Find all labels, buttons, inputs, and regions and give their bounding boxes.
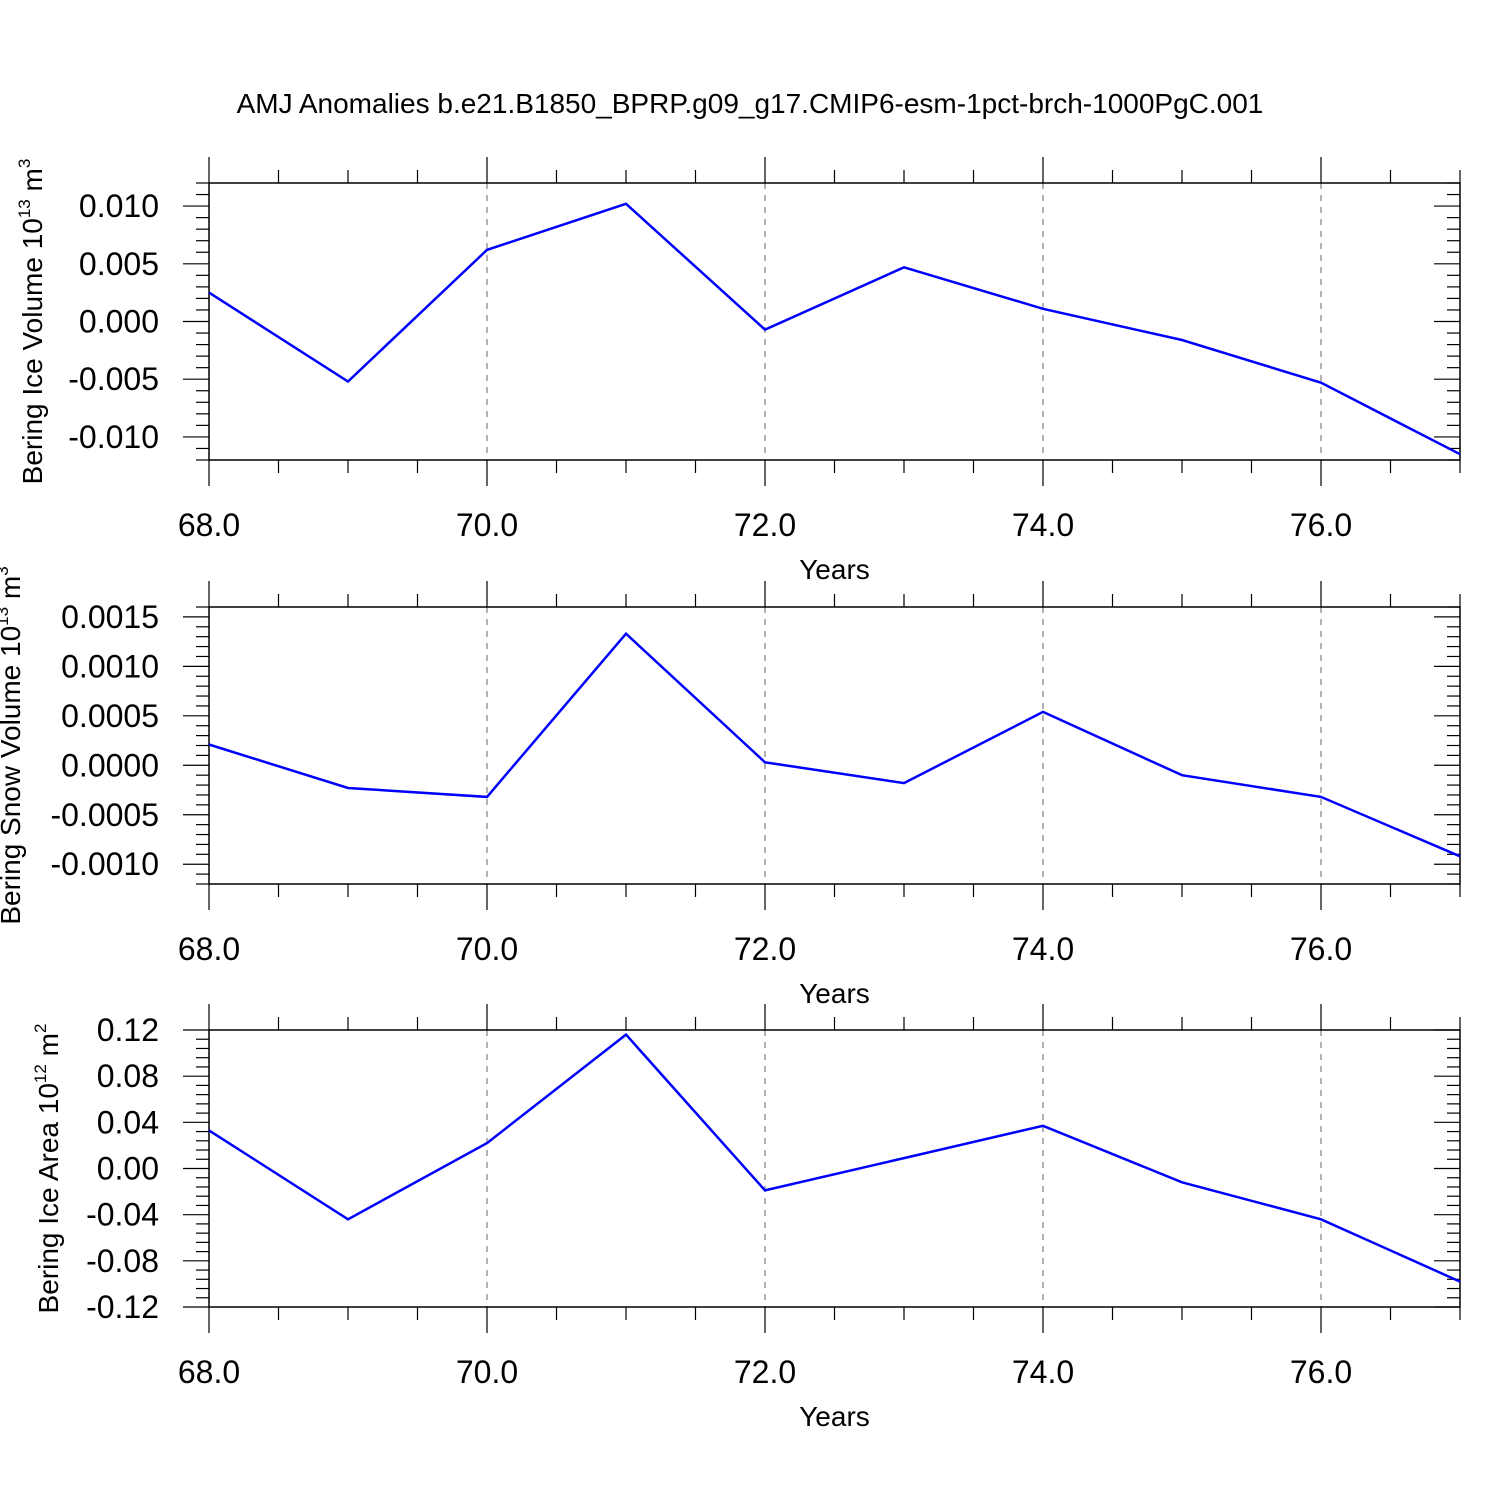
y-tick-label: 0.005 [79,246,159,282]
x-tick-label: 76.0 [1290,931,1352,967]
x-axis-title: Years [799,978,870,1009]
y-tick-label: -0.0010 [50,846,159,882]
series-line [208,202,1461,456]
y-axis-title: Bering Snow Volume 1013 m3 [0,566,26,924]
x-tick-label: 76.0 [1290,1354,1352,1390]
y-tick-label: -0.12 [86,1289,159,1325]
y-tick-label: -0.04 [86,1197,159,1233]
x-tick-label: 70.0 [456,931,518,967]
y-axis-title: Bering Ice Volume 1013 m3 [15,159,48,485]
y-tick-label: 0.0015 [61,599,159,635]
x-tick-label: 74.0 [1012,1354,1074,1390]
x-tick-label: 72.0 [734,1354,796,1390]
y-axis-title-base: Bering Ice Volume 10 [17,218,48,484]
x-tick-label: 68.0 [178,507,240,543]
y-axis-title-unit-exponent: 3 [0,566,12,575]
x-axis-title: Years [799,554,870,585]
x-tick-label: 70.0 [456,1354,518,1390]
x-tick-label: 72.0 [734,507,796,543]
y-axis-title-exponent: 12 [31,1064,50,1083]
x-tick-label: 70.0 [456,507,518,543]
chart-panel-ice-volume: 68.0 70.0 72.0 74.0 76.0 Years 0.010 0.005 0.000… [15,157,1461,585]
y-tick-label: 0.000 [79,304,159,340]
series-line [208,631,1461,858]
y-axis-title-unit: m [17,168,48,199]
x-tick-label: 68.0 [178,931,240,967]
y-axis-title: Bering Ice Area 1012 m2 [31,1024,64,1314]
y-axis-title-exponent: 13 [0,607,12,626]
x-tick-label: 74.0 [1012,931,1074,967]
y-tick-label: -0.0005 [50,797,159,833]
y-tick-label: 0.08 [97,1058,159,1094]
x-tick-label: 72.0 [734,931,796,967]
x-tick-label: 74.0 [1012,507,1074,543]
y-tick-label: 0.010 [79,188,159,224]
plot-frame [208,606,1461,885]
y-axis-title-exponent: 13 [15,199,34,218]
page-title: AMJ Anomalies b.e21.B1850_BPRP.g09_g17.C… [236,88,1264,119]
y-tick-label: 0.00 [97,1151,159,1187]
y-axis-title-base: Bering Ice Area 10 [33,1083,64,1313]
chart-panel-snow-volume: 68.0 70.0 72.0 74.0 76.0 Years 0.0015 0.0010 0.0… [0,566,1461,1009]
y-tick-label: 0.0000 [61,747,159,783]
y-axis-title-base: Bering Snow Volume 10 [0,626,26,925]
x-tick-label: 76.0 [1290,507,1352,543]
y-tick-label: 0.04 [97,1104,159,1140]
y-tick-label: 0.12 [97,1012,159,1048]
chart-panel-ice-area: 68.0 70.0 72.0 74.0 76.0 Years 0.12 0.08 0.04 0.0… [31,1004,1461,1432]
y-tick-label: -0.010 [68,419,159,455]
y-tick-label: 0.0010 [61,648,159,684]
y-axis-title-unit-exponent: 2 [31,1024,50,1033]
y-axis-title-unit: m [33,1033,64,1064]
plot-frame [208,182,1461,461]
series-line [208,1032,1461,1283]
y-axis-title-unit-exponent: 3 [15,159,34,168]
plot-frame [208,1029,1461,1308]
x-tick-label: 68.0 [178,1354,240,1390]
y-tick-label: -0.08 [86,1243,159,1279]
x-axis-title: Years [799,1401,870,1432]
y-tick-label: -0.005 [68,361,159,397]
y-axis-title-unit: m [0,576,26,607]
y-tick-label: 0.0005 [61,698,159,734]
